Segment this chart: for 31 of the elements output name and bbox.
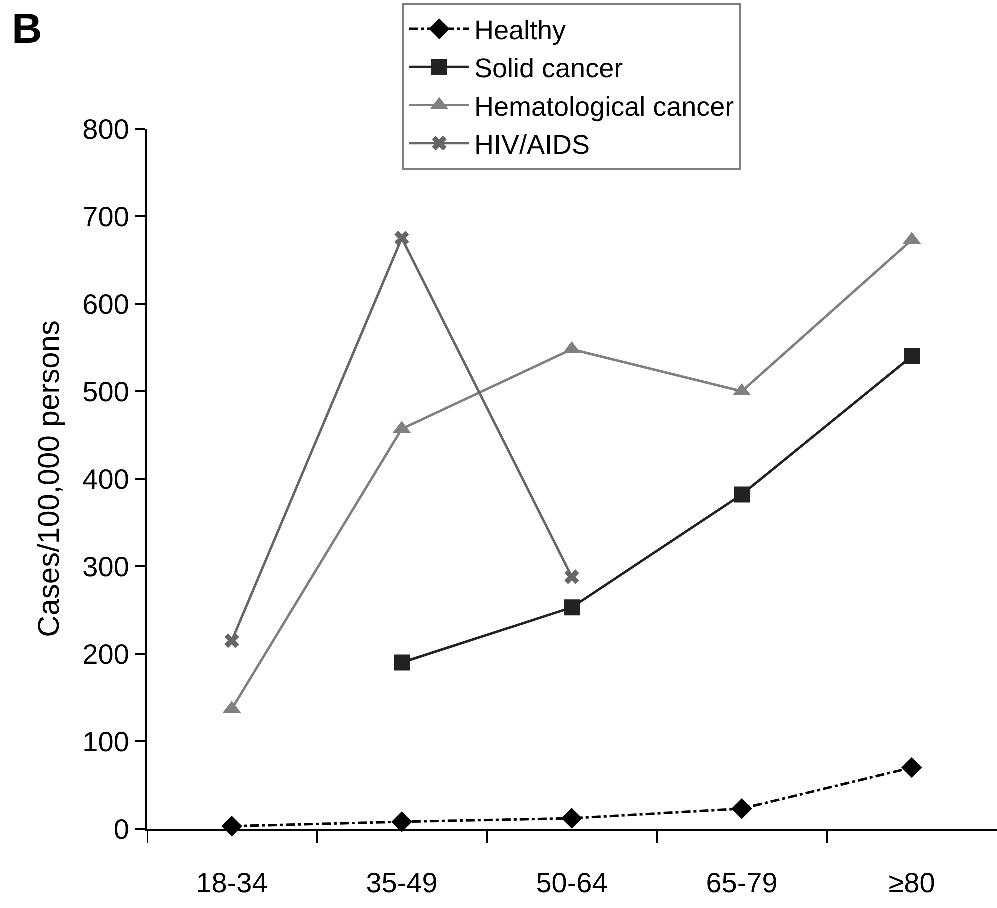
y-axis-title: Cases/100,000 persons — [33, 320, 66, 638]
legend-label: Hematological cancer — [474, 92, 734, 122]
legend-label: Solid cancer — [474, 54, 624, 84]
point — [564, 600, 580, 616]
point — [562, 808, 582, 829]
legend-label: Healthy — [474, 16, 567, 46]
y-tick-label: 700 — [82, 201, 130, 232]
y-tick-label: 0 — [114, 814, 130, 845]
x-tick-label: 65-79 — [706, 868, 778, 899]
x-tick-label: 35-49 — [366, 868, 438, 899]
point — [564, 570, 580, 584]
x-tick-label: ≥80 — [888, 868, 936, 899]
point — [392, 812, 412, 832]
y-tick-label: 600 — [82, 288, 130, 320]
point — [904, 348, 920, 364]
point — [902, 757, 922, 778]
y-tick-label: 300 — [82, 551, 130, 582]
y-tick-label: 400 — [82, 464, 130, 495]
point — [224, 634, 240, 648]
y-tick-label: 500 — [82, 376, 130, 408]
point — [394, 654, 410, 671]
point — [732, 798, 752, 820]
y-tick-label: 200 — [82, 638, 130, 670]
legend-label: HIV/AIDS — [474, 130, 590, 160]
point — [734, 486, 750, 503]
chart-title: B — [12, 5, 42, 52]
x-tick-label: 18-34 — [196, 868, 268, 899]
point — [394, 231, 410, 246]
y-tick-label: 100 — [82, 726, 130, 758]
x-tick-label: 50-64 — [536, 868, 608, 899]
y-tick-label: 800 — [82, 114, 130, 145]
